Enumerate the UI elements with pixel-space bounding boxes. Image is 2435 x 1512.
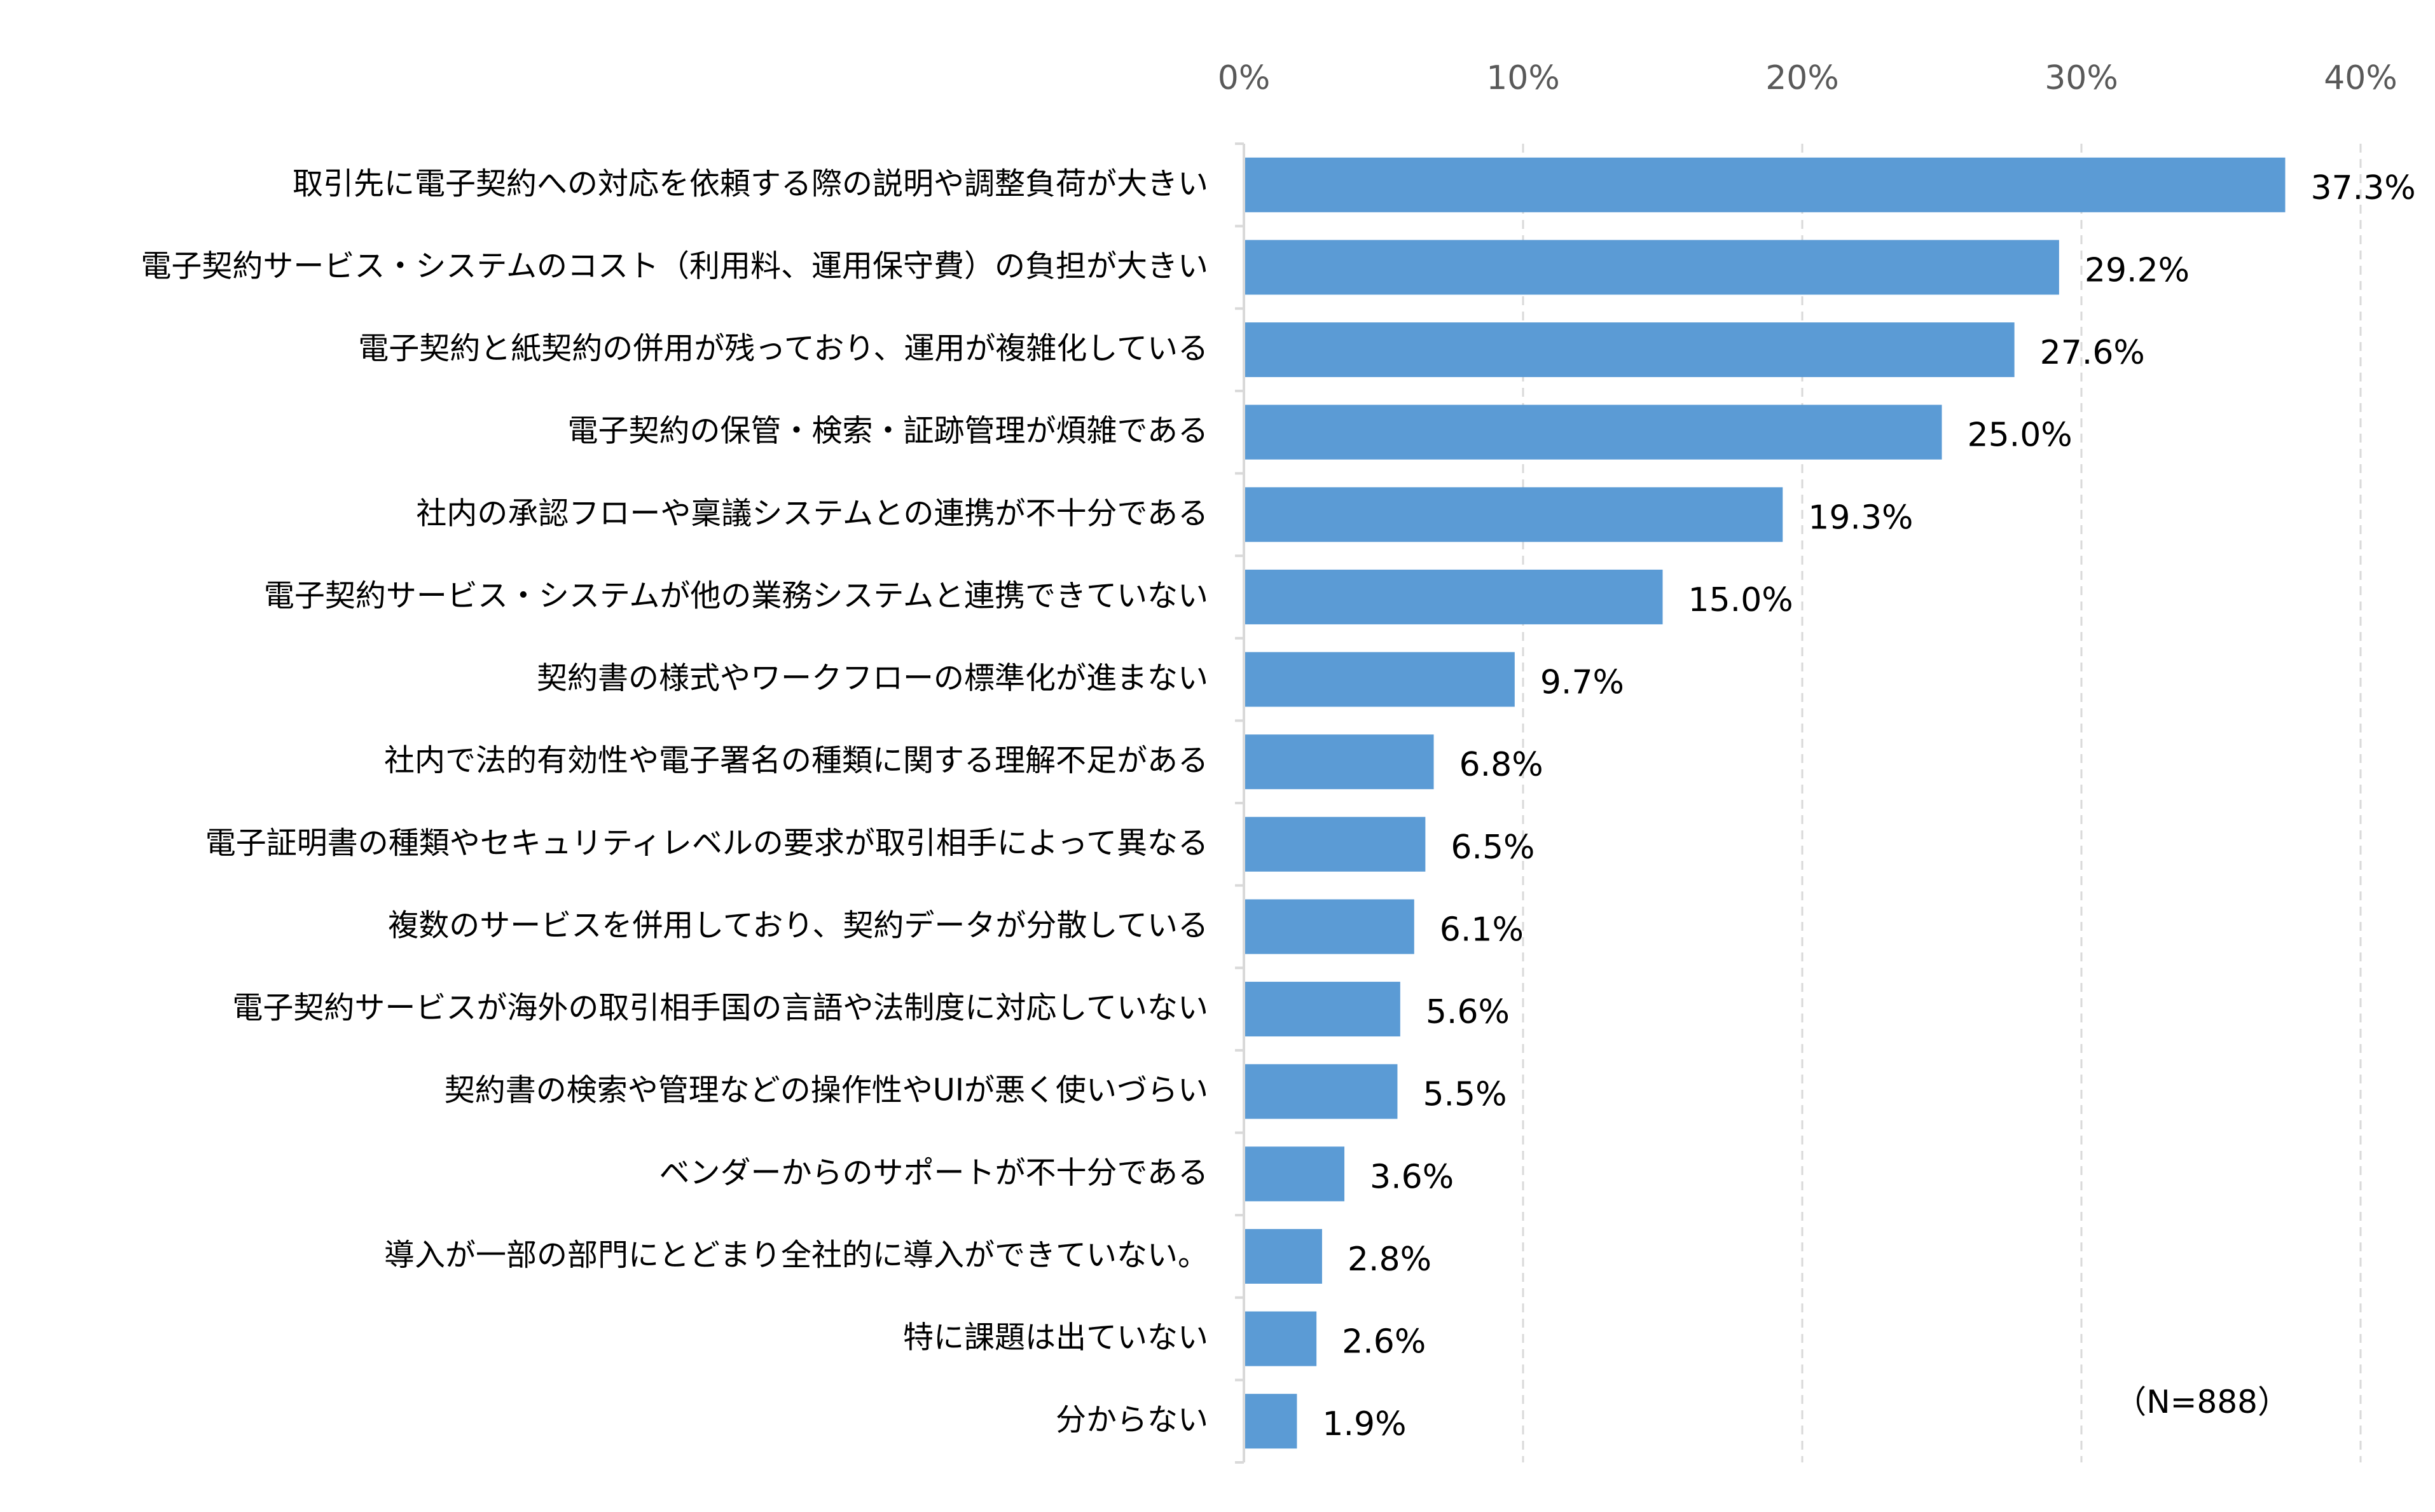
bar — [1245, 1394, 1297, 1449]
bar — [1245, 1228, 1322, 1284]
category-label: 契約書の検索や管理などの操作性やUIが悪く使いづらい — [445, 1073, 1208, 1108]
bar — [1245, 982, 1400, 1037]
data-label: 29.2% — [2085, 251, 2190, 289]
sample-size-note: （N=888） — [2114, 1384, 2289, 1420]
bar — [1245, 899, 1414, 954]
x-tick-label: 0% — [1218, 59, 1271, 97]
data-label: 2.8% — [1348, 1241, 1431, 1279]
bar — [1245, 157, 2286, 212]
category-label: 電子契約サービス・システムが他の業務システムと連携できていない — [264, 578, 1208, 614]
data-label: 19.3% — [1808, 498, 1913, 537]
bar — [1245, 1064, 1398, 1119]
category-label: 電子契約と紙契約の併用が残っており、運用が複雑化している — [358, 331, 1208, 366]
data-label: 27.6% — [2040, 334, 2145, 372]
x-tick-label: 30% — [2045, 59, 2118, 97]
category-label: 電子証明書の種類やセキュリティレベルの要求が取引相手によって異なる — [205, 825, 1208, 861]
data-label: 5.6% — [1426, 993, 1510, 1031]
bar — [1245, 322, 2015, 378]
data-label: 2.6% — [1342, 1323, 1426, 1361]
x-axis-ticks: 0% 10% 20% 30% 40% — [1218, 59, 2397, 97]
x-tick-label: 10% — [1486, 59, 1560, 97]
data-label: 6.8% — [1459, 746, 1543, 784]
bar — [1245, 487, 1783, 542]
bar — [1245, 652, 1515, 707]
data-label: 25.0% — [1968, 416, 2073, 455]
x-tick-label: 20% — [1765, 59, 1839, 97]
bar — [1245, 1311, 1317, 1366]
data-label: 15.0% — [1688, 581, 1793, 619]
category-label: 分からない — [1056, 1402, 1208, 1438]
bar — [1245, 569, 1663, 624]
x-tick-label: 40% — [2324, 59, 2397, 97]
category-label: 電子契約サービスが海外の取引相手国の言語や法制度に対応していない — [232, 990, 1208, 1026]
category-label: 電子契約サービス・システムのコスト（利用料、運用保守費）の負担が大きい — [141, 248, 1208, 284]
category-label: 電子契約の保管・検索・証跡管理が煩雑である — [567, 413, 1208, 449]
data-label: 1.9% — [1322, 1405, 1406, 1443]
bar — [1245, 1146, 1345, 1202]
data-label: 9.7% — [1540, 664, 1624, 702]
data-label: 6.1% — [1440, 911, 1524, 949]
data-label: 5.5% — [1423, 1076, 1507, 1114]
category-label: 取引先に電子契約への対応を依頼する際の説明や調整負荷が大きい — [293, 166, 1208, 202]
bars: 37.3% 取引先に電子契約への対応を依頼する際の説明や調整負荷が大きい 29.2%… — [141, 157, 2416, 1449]
data-label: 37.3% — [2310, 169, 2415, 207]
category-label: 特に課題は出ていない — [903, 1320, 1208, 1356]
category-label: 契約書の様式やワークフローの標準化が進まない — [537, 661, 1208, 696]
category-label: 導入が一部の部門にとどまり全社的に導入ができていない。 — [384, 1237, 1208, 1273]
data-label: 6.5% — [1451, 828, 1535, 867]
bar — [1245, 816, 1426, 872]
category-label: 社内の承認フローや稟議システムとの連携が不十分である — [416, 495, 1208, 531]
category-label: ベンダーからのサポートが不十分である — [659, 1155, 1208, 1190]
bar — [1245, 240, 2059, 295]
bar — [1245, 734, 1434, 790]
bar — [1245, 404, 1942, 460]
category-label: 複数のサービスを併用しており、契約データが分散している — [388, 907, 1208, 943]
category-label: 社内で法的有効性や電子署名の種類に関する理解不足がある — [384, 743, 1208, 778]
data-label: 3.6% — [1370, 1158, 1454, 1196]
